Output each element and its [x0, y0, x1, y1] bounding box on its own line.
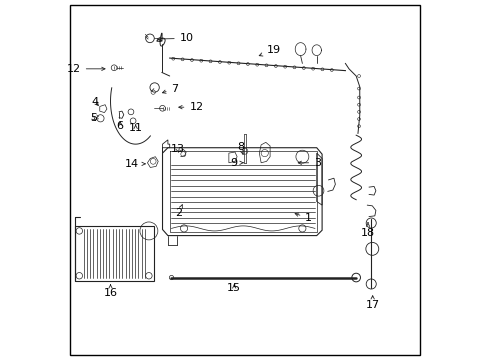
Text: 18: 18 — [361, 222, 375, 238]
Text: 4: 4 — [92, 97, 98, 107]
Text: 10: 10 — [157, 33, 194, 43]
Text: 12: 12 — [67, 64, 105, 74]
Circle shape — [352, 273, 361, 282]
Text: 11: 11 — [128, 123, 143, 133]
Text: 5: 5 — [90, 113, 97, 123]
Text: 7: 7 — [163, 84, 179, 94]
Text: 3: 3 — [298, 158, 321, 168]
Text: 8: 8 — [237, 141, 244, 154]
Text: 17: 17 — [366, 296, 380, 310]
Text: 19: 19 — [259, 45, 281, 56]
Text: 9: 9 — [231, 158, 244, 168]
Text: 6: 6 — [117, 121, 123, 131]
Text: 2: 2 — [175, 205, 182, 218]
Text: 16: 16 — [103, 285, 118, 298]
Text: 15: 15 — [227, 283, 241, 293]
Text: 13: 13 — [171, 144, 185, 154]
Text: 1: 1 — [295, 213, 312, 223]
Bar — [74, 226, 153, 281]
Text: 12: 12 — [179, 102, 203, 112]
Text: 14: 14 — [125, 159, 145, 169]
